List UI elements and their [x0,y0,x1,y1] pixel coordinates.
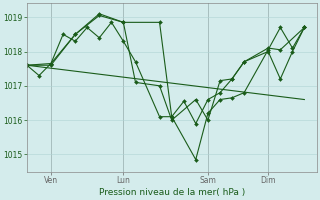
X-axis label: Pression niveau de la mer( hPa ): Pression niveau de la mer( hPa ) [99,188,245,197]
